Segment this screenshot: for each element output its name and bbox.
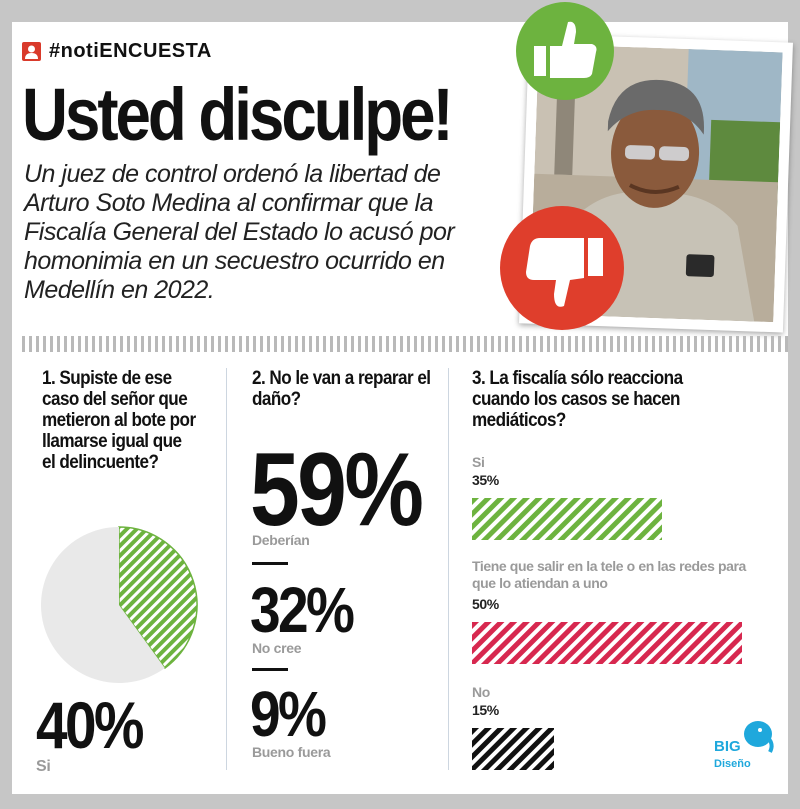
brand-header: #notiENCUESTA [22, 40, 212, 63]
question-1-text: 1. Supiste de ese caso del señor que met… [42, 368, 196, 473]
q3-option-1: Si [472, 454, 485, 470]
q2-value-1: 59% [250, 432, 424, 548]
pie-slice-rest [40, 527, 165, 683]
lede-text: Un juez de control ordenó la libertad de… [24, 160, 455, 304]
q1-option: Si [36, 758, 51, 775]
q3-bar-fill-3 [472, 728, 554, 770]
thumbs-up-icon [516, 2, 614, 100]
question-1-pie [40, 526, 198, 683]
question-3: 3. La fiscalía sólo reacciona cuando los… [472, 368, 772, 431]
q3-bar-1 [472, 498, 662, 540]
q3-value-2: 50% [472, 596, 499, 612]
user-icon [22, 42, 41, 61]
q3-option-2: Tiene que salir en la tele o en las rede… [472, 558, 746, 591]
section-divider [22, 336, 788, 352]
page-title: Usted disculpe! [22, 73, 454, 156]
q3-bar-fill-2 [472, 622, 742, 664]
column-divider-2 [448, 368, 449, 770]
q2-separator-1 [252, 562, 288, 565]
logo-sub: Diseño [714, 758, 751, 770]
q2-separator-2 [252, 668, 288, 671]
q3-bar-fill-1 [472, 498, 662, 540]
hashtag: #notiENCUESTA [49, 40, 212, 62]
q3-value-3: 15% [472, 702, 499, 718]
q3-option-3: No [472, 684, 490, 700]
elephant-icon [744, 721, 774, 753]
question-1: 1. Supiste de ese caso del señor que met… [42, 368, 214, 473]
q2-option-2: No cree [252, 640, 302, 656]
q3-bar-3 [472, 728, 554, 770]
q2-option-3: Bueno fuera [252, 744, 331, 760]
q3-bar-2 [472, 622, 742, 664]
q2-value-2: 32% [250, 574, 355, 646]
logo-name: BIG [714, 738, 741, 755]
pie-slice-si [118, 526, 198, 670]
q3-value-1: 35% [472, 472, 499, 488]
question-3-text: 3. La fiscalía sólo reacciona cuando los… [472, 368, 683, 431]
question-2: 2. No le van a reparar el daño? [252, 368, 452, 410]
question-2-text: 2. No le van a reparar el daño? [252, 368, 431, 410]
column-divider-1 [226, 368, 227, 770]
q2-value-3: 9% [250, 678, 327, 750]
thumbs-down-icon [500, 206, 624, 330]
q1-value: 40% [36, 688, 144, 762]
q2-option-1: Deberían [252, 532, 310, 548]
